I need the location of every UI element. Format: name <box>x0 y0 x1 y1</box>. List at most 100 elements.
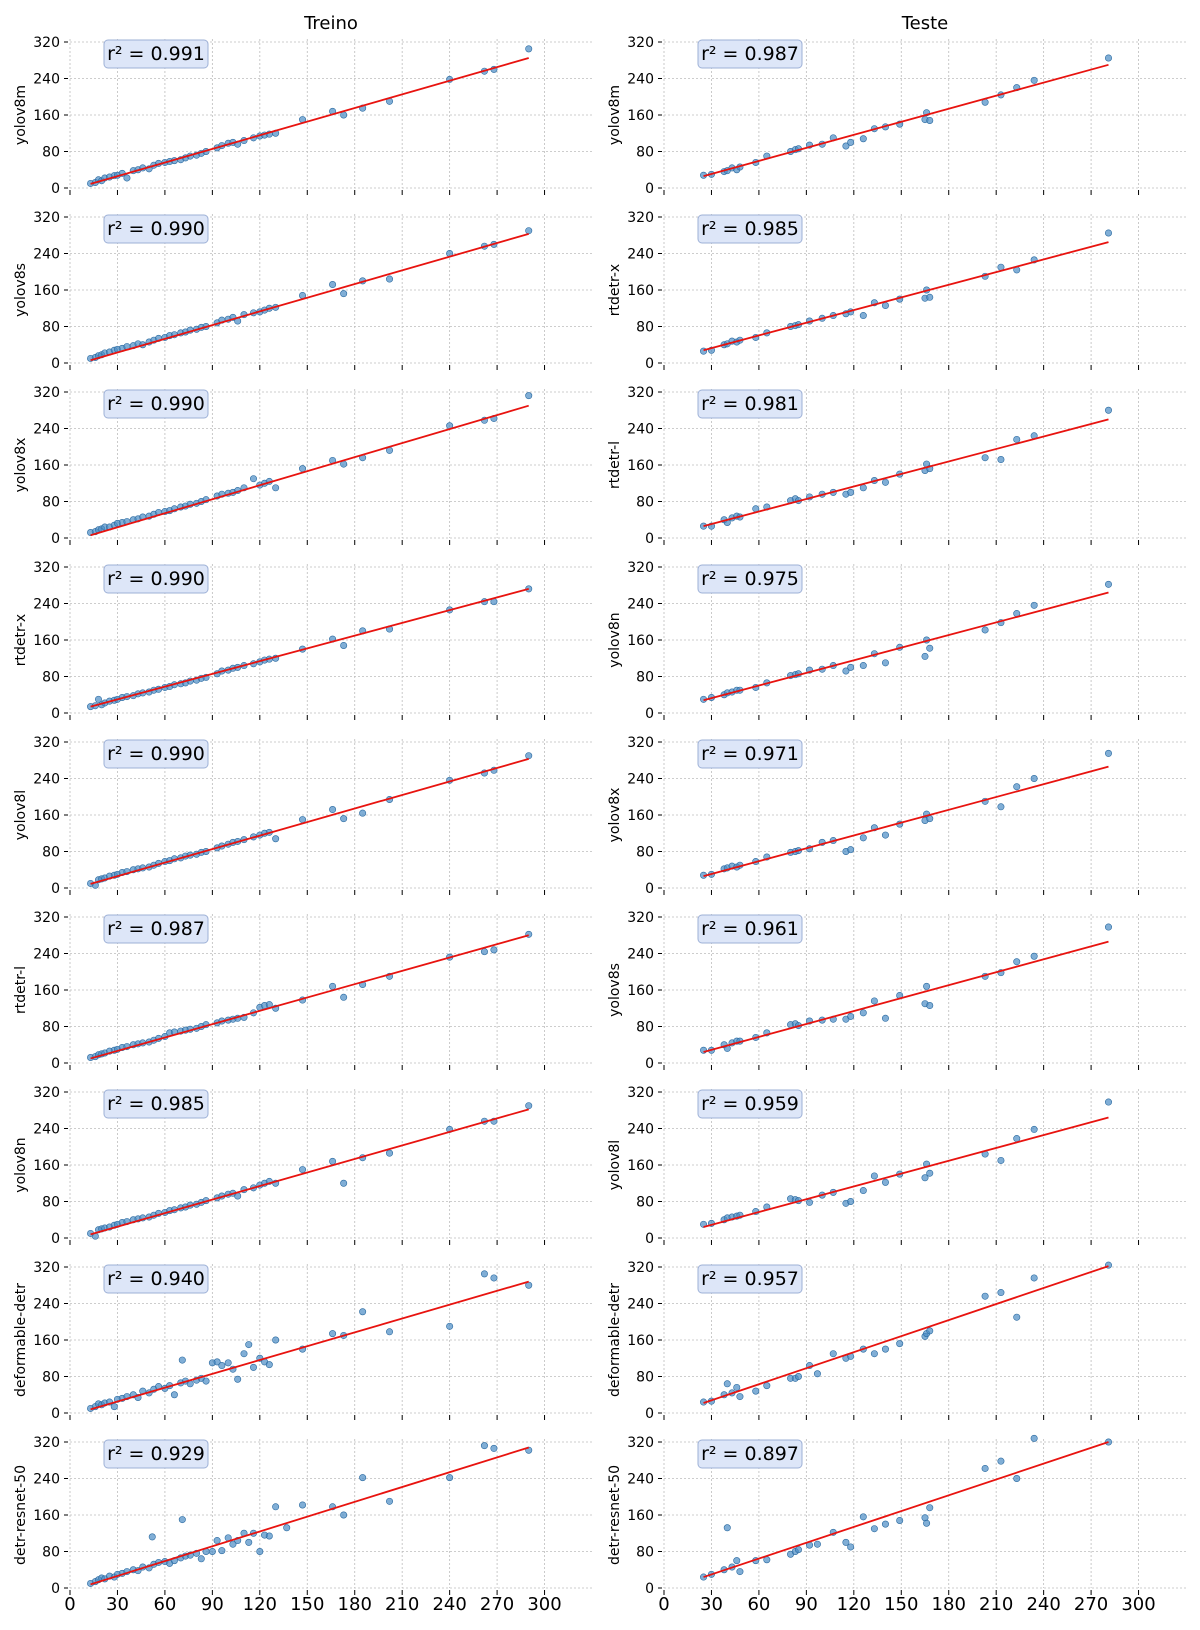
y-tick-label: 240 <box>627 72 654 88</box>
r2-box <box>697 564 803 594</box>
data-point <box>340 815 348 823</box>
panel-teste-yolov8n: 0 80 160 240 320 yolov8n r² = 0.975 <box>607 560 1186 722</box>
data-point <box>480 1442 488 1450</box>
data-point <box>340 1179 348 1187</box>
x-tick-label: 240 <box>1026 1594 1060 1615</box>
y-tick-label: 320 <box>627 1435 654 1451</box>
data-point <box>997 456 1005 464</box>
y-tick-label: 0 <box>51 1581 60 1597</box>
data-point <box>926 644 934 652</box>
data-point <box>249 1363 257 1371</box>
data-point <box>870 997 878 1005</box>
data-point <box>229 1540 237 1548</box>
data-point <box>1104 580 1112 588</box>
y-tick-label: 0 <box>51 181 60 197</box>
y-tick-label: 320 <box>627 910 654 926</box>
panel-treino-yolov8m: 0 80 160 240 320 yolov8m r² = 0.991 <box>13 35 592 197</box>
data-point <box>299 1501 307 1509</box>
r2-label: r² = 0.990 <box>107 393 205 415</box>
data-point <box>490 1274 498 1282</box>
data-point <box>847 846 855 854</box>
data-point <box>813 1370 821 1378</box>
fit-line <box>90 758 529 885</box>
y-tick-label: 240 <box>33 1297 60 1313</box>
y-tick-label: 160 <box>33 1333 60 1349</box>
fit-line <box>703 241 1109 352</box>
x-tick-label: 60 <box>153 1594 176 1615</box>
data-point <box>359 1474 367 1482</box>
data-point <box>997 1289 1005 1297</box>
r2-box <box>103 564 209 594</box>
data-point <box>733 1383 741 1391</box>
data-point <box>272 1336 280 1344</box>
y-tick-label: 160 <box>33 1158 60 1174</box>
y-axis-label: yolov8x <box>13 438 29 493</box>
data-point <box>1030 952 1038 960</box>
data-point <box>881 1178 889 1186</box>
y-tick-label: 160 <box>627 1333 654 1349</box>
y-tick-label: 80 <box>42 495 60 511</box>
fit-line <box>90 1446 529 1586</box>
data-point <box>813 1540 821 1548</box>
y-tick-label: 0 <box>645 1231 654 1247</box>
data-point <box>110 1403 118 1411</box>
r2-box <box>697 214 803 244</box>
data-point <box>981 454 989 462</box>
data-point <box>794 1373 802 1381</box>
data-point <box>123 174 131 182</box>
fit-line <box>703 1265 1109 1404</box>
data-point <box>794 1546 802 1554</box>
data-point <box>218 1362 226 1370</box>
x-tick-label: 210 <box>979 1594 1013 1615</box>
y-tick-label: 0 <box>645 1581 654 1597</box>
y-tick-label: 160 <box>627 983 654 999</box>
fit-line <box>90 57 529 185</box>
data-point <box>981 1464 989 1472</box>
y-tick-label: 240 <box>33 597 60 613</box>
data-point <box>446 1474 454 1482</box>
y-tick-label: 0 <box>51 1056 60 1072</box>
y-tick-label: 240 <box>33 422 60 438</box>
data-point <box>272 1503 280 1511</box>
data-point <box>1013 1313 1021 1321</box>
data-point <box>842 667 850 675</box>
r2-box <box>103 214 209 244</box>
fit-line <box>90 1108 529 1236</box>
data-point <box>847 488 855 496</box>
y-axis-label: yolov8m <box>607 85 623 145</box>
y-tick-label: 0 <box>645 706 654 722</box>
data-point <box>847 1198 855 1206</box>
x-tick-label: 30 <box>700 1594 723 1615</box>
data-point <box>178 1356 186 1364</box>
y-axis-label: yolov8n <box>607 612 623 667</box>
data-point <box>1104 54 1112 62</box>
y-tick-label: 0 <box>51 531 60 547</box>
y-tick-label: 240 <box>627 1297 654 1313</box>
y-tick-label: 240 <box>33 247 60 263</box>
x-tick-label: 270 <box>480 1594 514 1615</box>
y-tick-label: 0 <box>645 181 654 197</box>
y-tick-label: 320 <box>33 210 60 226</box>
y-tick-label: 320 <box>33 560 60 576</box>
data-point <box>881 1520 889 1528</box>
data-point <box>926 1504 934 1512</box>
data-point <box>926 1169 934 1177</box>
y-tick-label: 80 <box>636 1370 654 1386</box>
y-tick-label: 240 <box>33 1472 60 1488</box>
data-point <box>1013 1475 1021 1483</box>
r2-box <box>697 389 803 419</box>
r2-label: r² = 0.961 <box>701 918 799 940</box>
data-point <box>896 1516 904 1524</box>
y-tick-label: 80 <box>42 1195 60 1211</box>
y-tick-label: 0 <box>51 356 60 372</box>
x-tick-label: 30 <box>106 1594 129 1615</box>
data-point <box>245 1341 253 1349</box>
data-point <box>859 834 867 842</box>
y-axis-label: yolov8s <box>607 963 623 1017</box>
y-tick-label: 240 <box>627 247 654 263</box>
column-title-teste: Teste <box>901 13 949 34</box>
data-point <box>736 1393 744 1401</box>
y-tick-label: 160 <box>33 1508 60 1524</box>
y-axis-label: rtdetr-l <box>13 966 29 1014</box>
x-tick-label: 180 <box>338 1594 372 1615</box>
